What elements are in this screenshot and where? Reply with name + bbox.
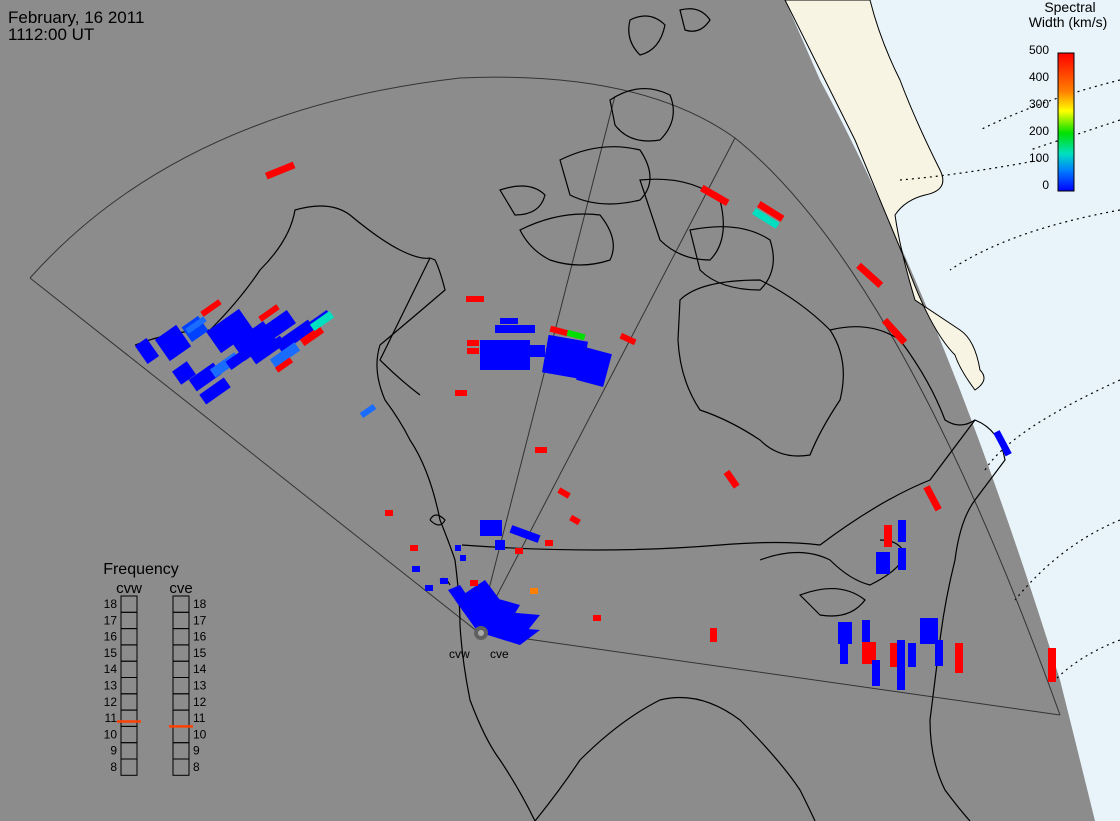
colorbar-tick: 500	[1029, 43, 1049, 57]
frequency-scale-label: 15	[104, 646, 118, 660]
date-label: February, 16 2011	[8, 8, 145, 27]
colorbar-title-line2: Width (km/s)	[1029, 14, 1108, 30]
radar-label-cve: cve	[490, 647, 509, 661]
day-side-ocean	[785, 0, 1120, 821]
frequency-scale-label: 14	[104, 662, 118, 676]
frequency-scale-label: 16	[193, 630, 207, 644]
colorbar-tick: 300	[1029, 97, 1049, 111]
frequency-scale-label: 10	[104, 727, 118, 741]
frequency-panel: Frequency cvw cve 1817161514131211109818…	[103, 561, 207, 776]
frequency-scale-label: 16	[104, 630, 118, 644]
frequency-scale-label: 9	[110, 744, 117, 758]
colorbar: Spectral Width (km/s) 500 400 300 200 10…	[1029, 0, 1108, 192]
radar-label-cvw: cvw	[449, 647, 470, 661]
radar-site-marker	[474, 626, 488, 640]
frequency-scale-label: 17	[104, 613, 118, 627]
colorbar-tick: 400	[1029, 70, 1049, 84]
frequency-scale-label: 10	[193, 727, 207, 741]
echoes-central-canada	[455, 296, 637, 526]
colorbar-tick: 100	[1029, 151, 1049, 165]
frequency-scale-label: 12	[104, 695, 118, 709]
frequency-title: Frequency	[103, 561, 179, 578]
echoes-eastern-arctic	[700, 184, 1012, 512]
day-side-land	[784, 0, 985, 391]
time-label: 1112:00 UT	[8, 25, 95, 44]
frequency-scale-label: 18	[193, 597, 207, 611]
colorbar-title-line1: Spectral	[1044, 0, 1095, 15]
colorbar-ticks: 500 400 300 200 100 0	[1029, 43, 1049, 192]
frequency-scale-label: 11	[193, 711, 206, 725]
frequency-scale-label: 8	[110, 760, 117, 774]
frequency-scale-label: 9	[193, 744, 200, 758]
frequency-scale-label: 8	[193, 760, 200, 774]
frequency-scale-label: 15	[193, 646, 207, 660]
frequency-scale-label: 13	[104, 679, 118, 693]
echoes-eastern-us	[838, 520, 1056, 690]
frequency-scale-cell	[120, 758, 138, 776]
colorbar-tick: 200	[1029, 124, 1049, 138]
frequency-scale-label: 12	[193, 695, 207, 709]
frequency-scale-cell	[172, 758, 190, 776]
echoes-near-radar	[385, 510, 717, 645]
frequency-scale-label: 11	[105, 711, 118, 725]
frequency-scale-label: 14	[193, 662, 207, 676]
frequency-scale-label: 18	[104, 597, 118, 611]
radar-echoes	[134, 161, 1056, 690]
frequency-radar-cvw: cvw	[116, 580, 142, 597]
frequency-radar-cve: cve	[169, 580, 192, 597]
frequency-scale-label: 13	[193, 679, 207, 693]
frequency-scale-label: 17	[193, 613, 207, 627]
frequency-bars: 18 17 16 15 14 13 12 11 10 9 8 18 17 16 15 14 13 12 11 10 9 8	[104, 595, 207, 776]
colorbar-gradient	[1057, 52, 1075, 192]
colorbar-tick: 0	[1042, 178, 1049, 192]
echoes-alaska	[134, 161, 377, 419]
